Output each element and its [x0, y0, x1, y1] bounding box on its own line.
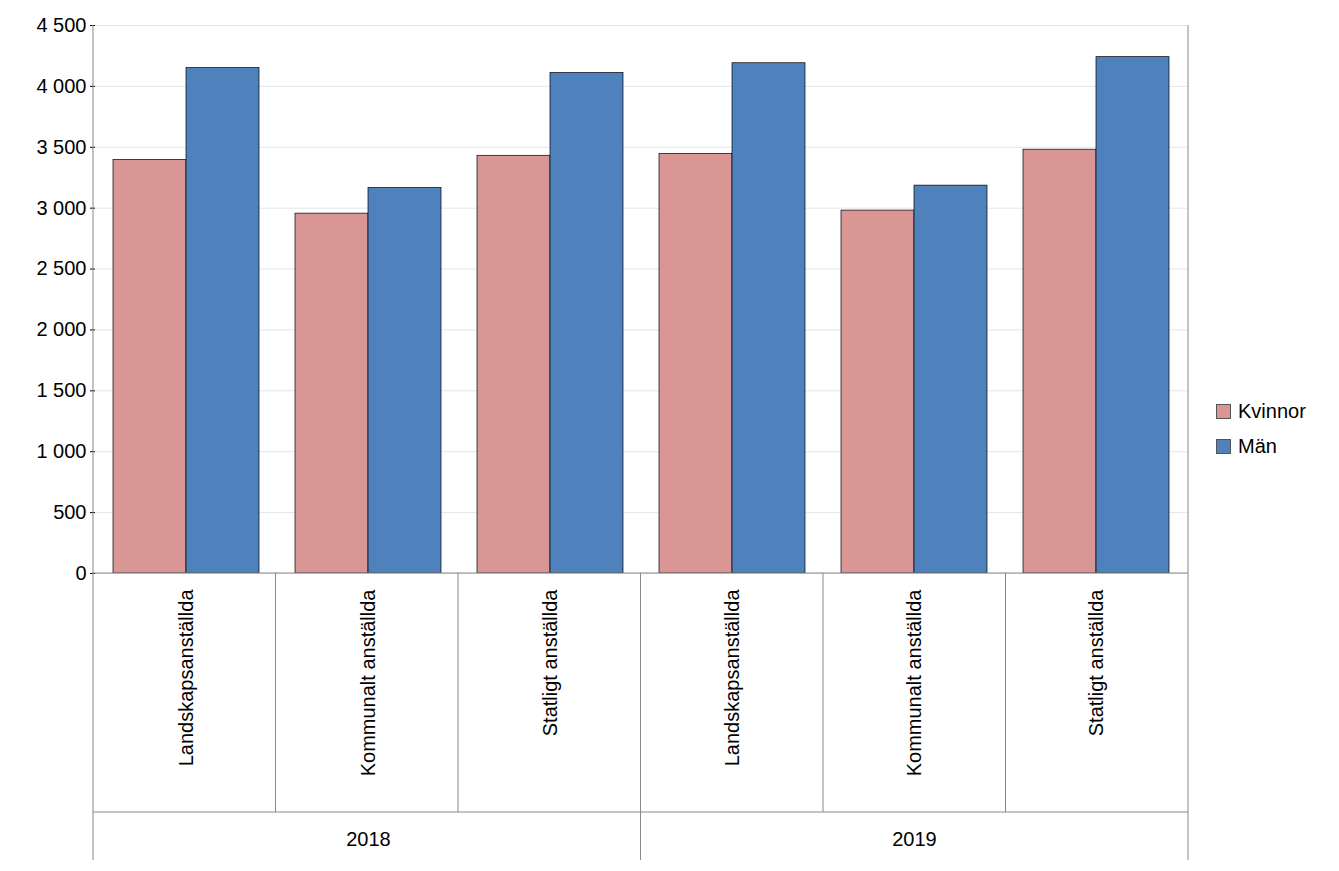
svg-text:Landskapsanställda: Landskapsanställda	[175, 589, 197, 767]
svg-text:Kommunalt anställda: Kommunalt anställda	[357, 589, 379, 777]
svg-text:Landskapsanställda: Landskapsanställda	[721, 589, 743, 767]
svg-text:2018: 2018	[346, 828, 391, 850]
svg-text:2 500: 2 500	[36, 257, 86, 279]
svg-text:0: 0	[75, 562, 86, 584]
svg-text:Statligt anställda: Statligt anställda	[1085, 589, 1107, 737]
svg-text:500: 500	[53, 501, 86, 523]
html-text:Män: Män	[1238, 435, 1277, 457]
svg-text:Kommunalt anställda: Kommunalt anställda	[903, 589, 925, 777]
svg-text:1 000: 1 000	[36, 440, 86, 462]
svg-text:2 000: 2 000	[36, 318, 86, 340]
svg-text:4 500: 4 500	[36, 14, 86, 36]
svg-text:3 000: 3 000	[36, 197, 86, 219]
svg-text:4 000: 4 000	[36, 75, 86, 97]
svg-text:1 500: 1 500	[36, 379, 86, 401]
svg-text:2019: 2019	[892, 828, 937, 850]
html-text:Kvinnor: Kvinnor	[1238, 400, 1306, 422]
svg-text:3 500: 3 500	[36, 136, 86, 158]
svg-text:Statligt anställda: Statligt anställda	[539, 589, 561, 737]
